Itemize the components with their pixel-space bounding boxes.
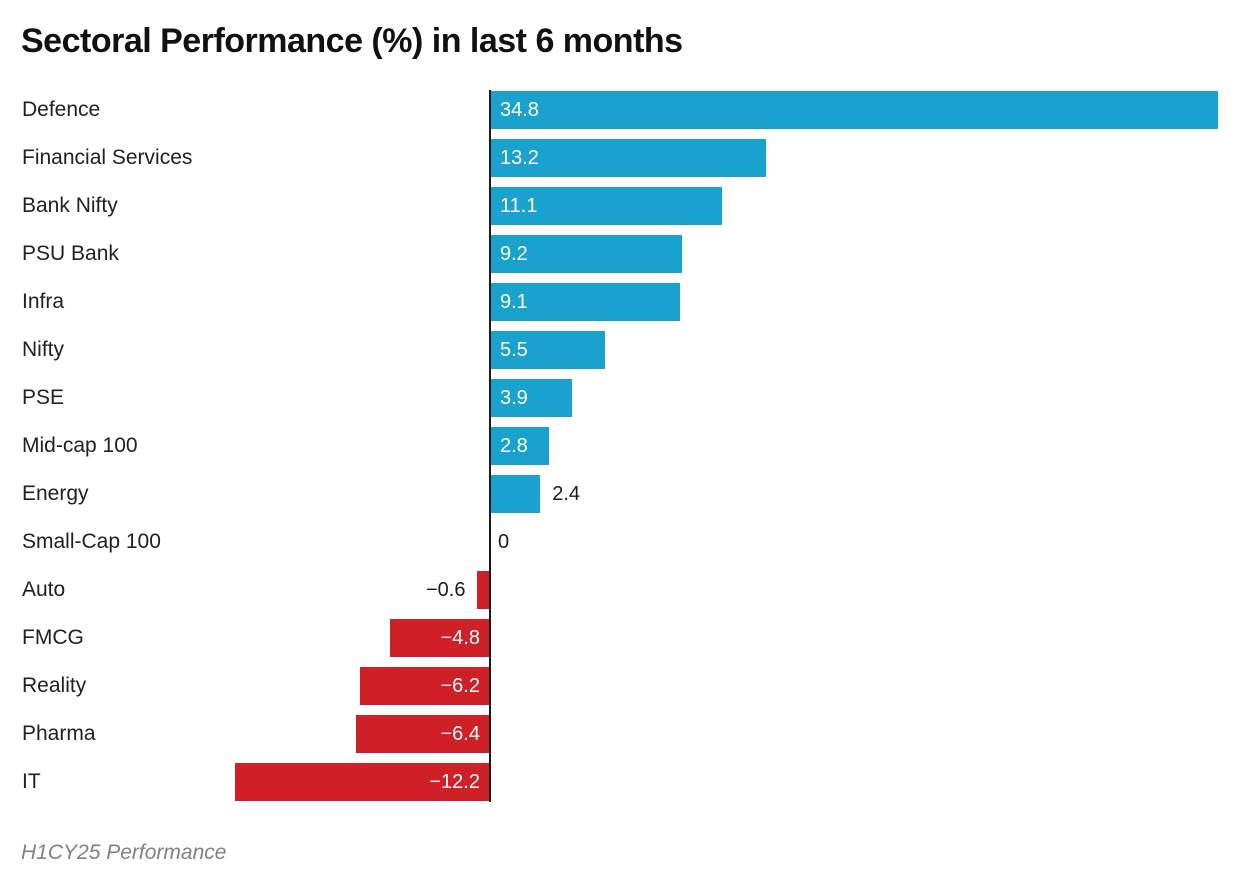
chart-row: Defence 34.8 <box>0 86 1240 134</box>
value-label: 3.9 <box>500 386 528 409</box>
value-label: 0 <box>498 531 510 553</box>
category-label: Bank Nifty <box>22 194 118 217</box>
chart-row: Bank Nifty 11.1 <box>0 182 1240 230</box>
chart-row: Energy 2.4 <box>0 470 1240 518</box>
value-label: 11.1 <box>500 194 538 217</box>
category-label: FMCG <box>22 626 84 649</box>
category-label: Reality <box>22 674 87 697</box>
chart-row: IT −12.2 <box>0 758 1240 806</box>
chart-row: Mid-cap 100 2.8 <box>0 422 1240 470</box>
chart-row: PSU Bank 9.2 <box>0 230 1240 278</box>
bar: 13.2 <box>490 139 767 177</box>
chart-row: Reality −6.2 <box>0 662 1240 710</box>
value-label: 2.4 <box>552 483 581 505</box>
bar: 3.9 <box>490 379 572 417</box>
value-label: −12.2 <box>429 770 480 793</box>
value-label: −4.8 <box>440 626 480 649</box>
bar: −6.4 <box>356 715 490 753</box>
value-label: 2.8 <box>500 434 528 457</box>
category-label: Financial Services <box>22 146 193 169</box>
bar <box>490 475 541 513</box>
category-label: Pharma <box>22 722 96 745</box>
chart-row: PSE 3.9 <box>0 374 1240 422</box>
category-label: Infra <box>22 290 65 313</box>
bar: −12.2 <box>234 763 490 801</box>
value-label: 9.2 <box>500 242 528 265</box>
category-label: Small-Cap 100 <box>22 530 161 553</box>
chart-row: Financial Services 13.2 <box>0 134 1240 182</box>
chart-row: Nifty 5.5 <box>0 326 1240 374</box>
chart-row: Small-Cap 100 0 <box>0 518 1240 566</box>
bar <box>477 571 490 609</box>
chart-row: FMCG −4.8 <box>0 614 1240 662</box>
value-label: −6.2 <box>440 674 480 697</box>
category-label: Nifty <box>22 338 64 361</box>
bar: 34.8 <box>490 91 1219 129</box>
chart-row: Pharma −6.4 <box>0 710 1240 758</box>
category-label: PSE <box>22 386 65 409</box>
value-label: 9.1 <box>500 290 528 313</box>
value-label: 34.8 <box>500 98 539 121</box>
category-label: Defence <box>22 98 101 121</box>
bar: −6.2 <box>360 667 490 705</box>
chart-row: Infra 9.1 <box>0 278 1240 326</box>
bar: 2.8 <box>490 427 549 465</box>
bar-chart: Defence 34.8 Financial Services 13.2 Bank Ni… <box>0 86 1240 806</box>
bar: 11.1 <box>490 187 723 225</box>
chart-footnote: H1CY25 Performance <box>21 841 227 864</box>
category-label: PSU Bank <box>22 242 119 265</box>
category-label: Mid-cap 100 <box>22 434 138 457</box>
category-label: IT <box>22 770 41 793</box>
zero-axis-line <box>489 90 491 802</box>
value-label: −0.6 <box>425 579 466 601</box>
category-label: Energy <box>22 482 89 505</box>
chart-rows: Defence 34.8 Financial Services 13.2 Bank Ni… <box>0 86 1240 806</box>
bar: −4.8 <box>389 619 490 657</box>
bar: 9.1 <box>490 283 681 321</box>
category-label: Auto <box>22 578 66 601</box>
value-label: 13.2 <box>500 146 539 169</box>
bar: 5.5 <box>490 331 606 369</box>
value-label: −6.4 <box>440 722 480 745</box>
value-label: 5.5 <box>500 338 528 361</box>
bar: 9.2 <box>490 235 683 273</box>
chart-row: Auto −0.6 <box>0 566 1240 614</box>
chart-title: Sectoral Performance (%) in last 6 month… <box>21 22 683 60</box>
